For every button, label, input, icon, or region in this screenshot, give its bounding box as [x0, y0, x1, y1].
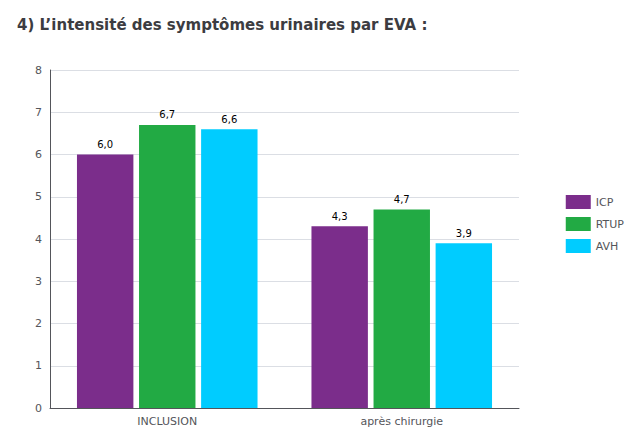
svg-text:6,0: 6,0: [97, 139, 113, 150]
svg-text:AVH: AVH: [596, 240, 619, 253]
svg-text:3,9: 3,9: [456, 228, 472, 239]
svg-text:3: 3: [35, 275, 42, 288]
svg-text:2: 2: [35, 317, 42, 330]
svg-text:INCLUSION: INCLUSION: [137, 415, 197, 428]
svg-text:5: 5: [35, 190, 42, 203]
svg-text:0: 0: [35, 402, 42, 415]
svg-text:8: 8: [35, 64, 42, 77]
svg-text:6,6: 6,6: [221, 114, 237, 125]
svg-text:ICP: ICP: [596, 196, 614, 209]
svg-text:après chirurgie: après chirurgie: [360, 415, 443, 428]
svg-text:4) L’intensité des symptômes u: 4) L’intensité des symptômes urinaires p…: [17, 16, 427, 34]
svg-text:4,7: 4,7: [394, 194, 410, 205]
svg-text:6: 6: [35, 148, 42, 161]
svg-text:RTUP: RTUP: [596, 218, 625, 231]
svg-text:7: 7: [35, 106, 42, 119]
svg-text:1: 1: [35, 359, 42, 372]
svg-text:6,7: 6,7: [159, 109, 175, 120]
svg-text:4: 4: [35, 233, 42, 246]
svg-text:4,3: 4,3: [332, 211, 348, 222]
